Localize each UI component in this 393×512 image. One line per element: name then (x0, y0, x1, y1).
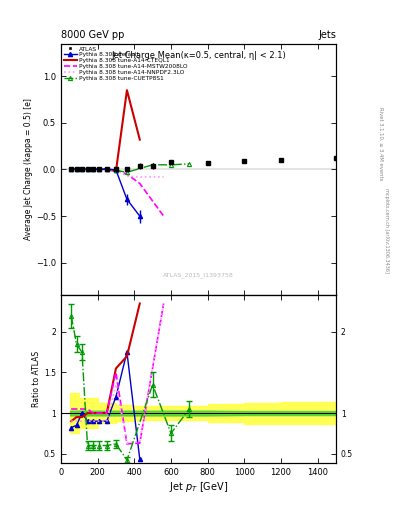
Legend: ATLAS, Pythia 8.308 default, Pythia 8.308 tune-A14-CTEQL1, Pythia 8.308 tune-A14: ATLAS, Pythia 8.308 default, Pythia 8.30… (62, 45, 189, 82)
Text: 8000 GeV pp: 8000 GeV pp (61, 30, 124, 40)
Y-axis label: Ratio to ATLAS: Ratio to ATLAS (32, 351, 41, 408)
Text: Rivet 3.1.10, ≥ 3.4M events: Rivet 3.1.10, ≥ 3.4M events (378, 106, 383, 180)
Text: ATLAS_2015_I1393758: ATLAS_2015_I1393758 (163, 272, 234, 278)
Text: Jets: Jets (318, 30, 336, 40)
Y-axis label: Average Jet Charge (kappa = 0.5) [e]: Average Jet Charge (kappa = 0.5) [e] (24, 98, 33, 241)
Text: mcplots.cern.ch [arXiv:1306.3436]: mcplots.cern.ch [arXiv:1306.3436] (384, 188, 389, 273)
X-axis label: Jet $p_T$ [GeV]: Jet $p_T$ [GeV] (169, 480, 228, 494)
Text: Jet Charge Mean(κ=0.5, central, η| < 2.1): Jet Charge Mean(κ=0.5, central, η| < 2.1… (111, 51, 286, 60)
